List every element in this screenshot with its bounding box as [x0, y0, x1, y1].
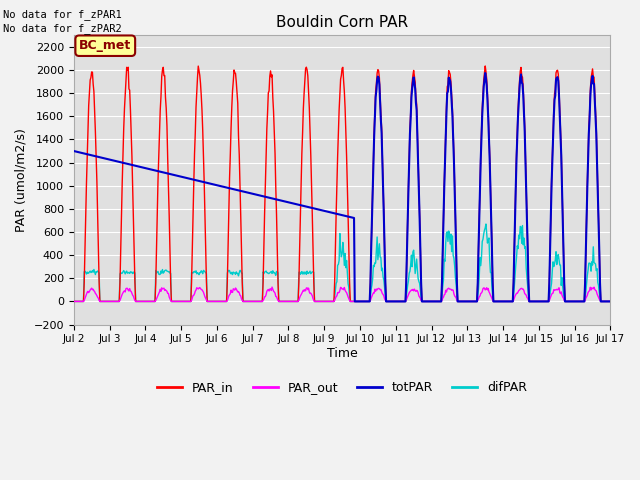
PAR_in [606, 299, 614, 304]
PAR_out [189, 293, 197, 299]
Line: PAR_out: PAR_out [74, 287, 610, 301]
PAR_in [407, 110, 415, 116]
PAR_in [79, 299, 87, 304]
difPAR [135, 299, 143, 304]
Line: PAR_in: PAR_in [74, 66, 610, 301]
X-axis label: Time: Time [327, 347, 358, 360]
Line: totPAR: totPAR [74, 73, 610, 301]
difPAR [606, 299, 614, 304]
PAR_out [408, 287, 415, 293]
PAR_in [481, 63, 489, 69]
PAR_out [135, 299, 143, 304]
totPAR [135, 164, 143, 169]
Text: BC_met: BC_met [79, 39, 131, 52]
difPAR [407, 262, 415, 268]
totPAR [606, 299, 614, 304]
Text: No data for f_zPAR1: No data for f_zPAR1 [3, 9, 122, 20]
Title: Bouldin Corn PAR: Bouldin Corn PAR [276, 15, 408, 30]
Text: No data for f_zPAR2: No data for f_zPAR2 [3, 23, 122, 34]
PAR_out [606, 299, 614, 304]
Legend: PAR_in, PAR_out, totPAR, difPAR: PAR_in, PAR_out, totPAR, difPAR [152, 376, 532, 399]
totPAR [218, 183, 225, 189]
totPAR [423, 299, 431, 304]
totPAR [70, 148, 77, 154]
Y-axis label: PAR (umol/m2/s): PAR (umol/m2/s) [15, 128, 28, 232]
difPAR [482, 221, 490, 227]
Line: difPAR: difPAR [74, 224, 610, 301]
difPAR [218, 299, 225, 304]
PAR_out [70, 299, 77, 304]
PAR_in [135, 299, 143, 304]
difPAR [422, 299, 430, 304]
totPAR [351, 299, 358, 304]
PAR_in [189, 214, 197, 219]
PAR_out [218, 299, 225, 304]
totPAR [481, 70, 489, 76]
totPAR [408, 95, 415, 100]
PAR_out [268, 284, 276, 290]
difPAR [189, 270, 197, 276]
PAR_out [423, 299, 431, 304]
PAR_in [70, 299, 77, 304]
difPAR [70, 299, 77, 304]
totPAR [79, 150, 87, 156]
totPAR [189, 177, 197, 182]
PAR_in [422, 299, 430, 304]
PAR_in [218, 299, 225, 304]
PAR_out [79, 299, 87, 304]
difPAR [79, 299, 87, 304]
